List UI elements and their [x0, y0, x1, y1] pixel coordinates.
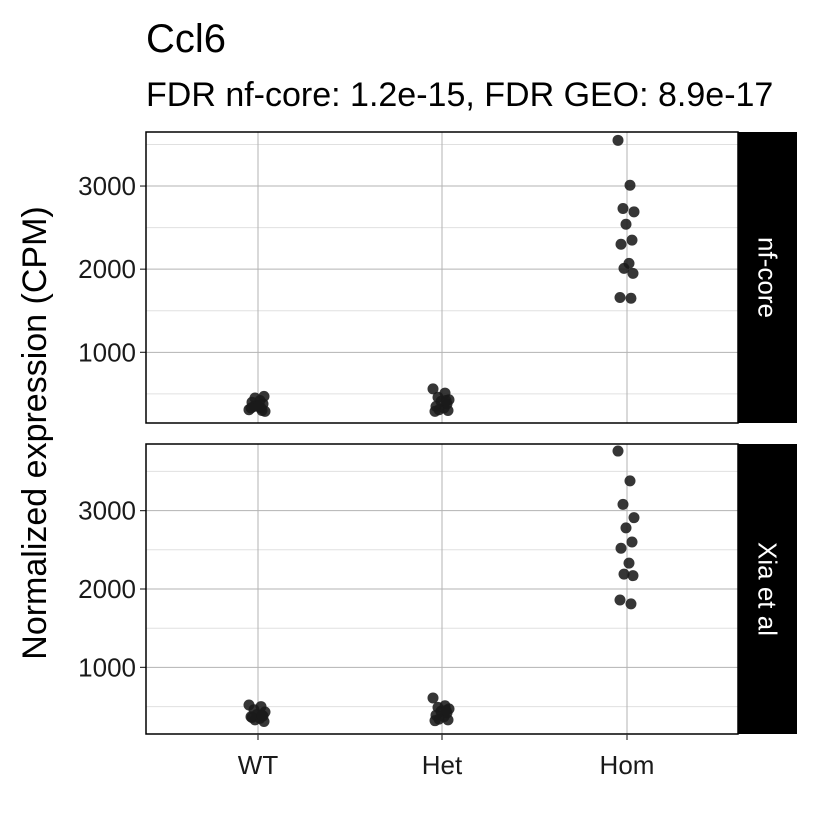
chart-subtitle: FDR nf-core: 1.2e-15, FDR GEO: 8.9e-17 — [146, 76, 773, 114]
data-point-hom — [626, 536, 638, 548]
x-tick-label: Het — [422, 750, 463, 780]
y-tick-label: 2000 — [78, 254, 136, 284]
data-point-hom — [625, 598, 637, 610]
data-point-hom — [615, 238, 627, 250]
data-point-hom — [618, 568, 630, 580]
data-point-het — [440, 395, 452, 407]
y-tick-label: 2000 — [78, 574, 136, 604]
facet-strip-label: Xia et al — [753, 542, 783, 636]
data-point-hom — [620, 218, 632, 230]
data-point-hom — [623, 557, 635, 569]
chart-title: Ccl6 — [146, 17, 226, 61]
y-tick-label: 3000 — [78, 171, 136, 201]
data-point-hom — [627, 267, 639, 279]
data-point-wt — [252, 400, 264, 412]
data-point-hom — [620, 522, 632, 534]
data-point-hom — [624, 475, 636, 487]
y-axis-label: Normalized expression (CPM) — [16, 206, 54, 659]
data-point-het — [427, 692, 439, 704]
data-point-het — [440, 704, 452, 716]
panel-1: 1000 2000 3000 Xia et al — [78, 443, 797, 735]
x-tick-label: WT — [238, 750, 279, 780]
data-point-hom — [627, 570, 639, 582]
data-point-hom — [617, 202, 629, 214]
data-point-hom — [626, 234, 638, 246]
data-point-hom — [612, 445, 624, 457]
data-point-wt — [245, 711, 257, 723]
x-axis: WT Het Hom — [238, 734, 655, 780]
data-point-het — [429, 715, 441, 727]
data-point-hom — [617, 498, 629, 510]
facet-strip — [738, 132, 797, 423]
data-point-hom — [614, 594, 626, 606]
data-point-hom — [614, 291, 626, 303]
data-point-hom — [624, 179, 636, 191]
data-point-hom — [625, 292, 637, 304]
data-point-het — [442, 714, 454, 726]
x-tick-label: Hom — [600, 750, 655, 780]
data-point-hom — [612, 134, 624, 146]
data-point-hom — [628, 512, 640, 524]
y-tick-label: 3000 — [78, 496, 136, 526]
facet-strip — [738, 444, 797, 734]
data-point-wt — [249, 392, 261, 404]
data-point-het — [442, 405, 454, 417]
data-point-het — [427, 383, 439, 395]
panel-0: 1000 2000 3000 nf-core — [78, 131, 797, 424]
panels: 1000 2000 3000 nf-core 1000 2000 3000 Xia et al — [78, 131, 797, 735]
data-point-wt — [258, 390, 270, 402]
data-point-het — [429, 405, 441, 417]
data-point-hom — [628, 206, 640, 218]
data-point-hom — [615, 542, 627, 554]
data-point-wt — [256, 709, 268, 721]
data-point-hom — [618, 262, 630, 274]
y-tick-label: 1000 — [78, 652, 136, 682]
y-tick-label: 1000 — [78, 337, 136, 367]
facet-strip-label: nf-core — [753, 237, 783, 318]
